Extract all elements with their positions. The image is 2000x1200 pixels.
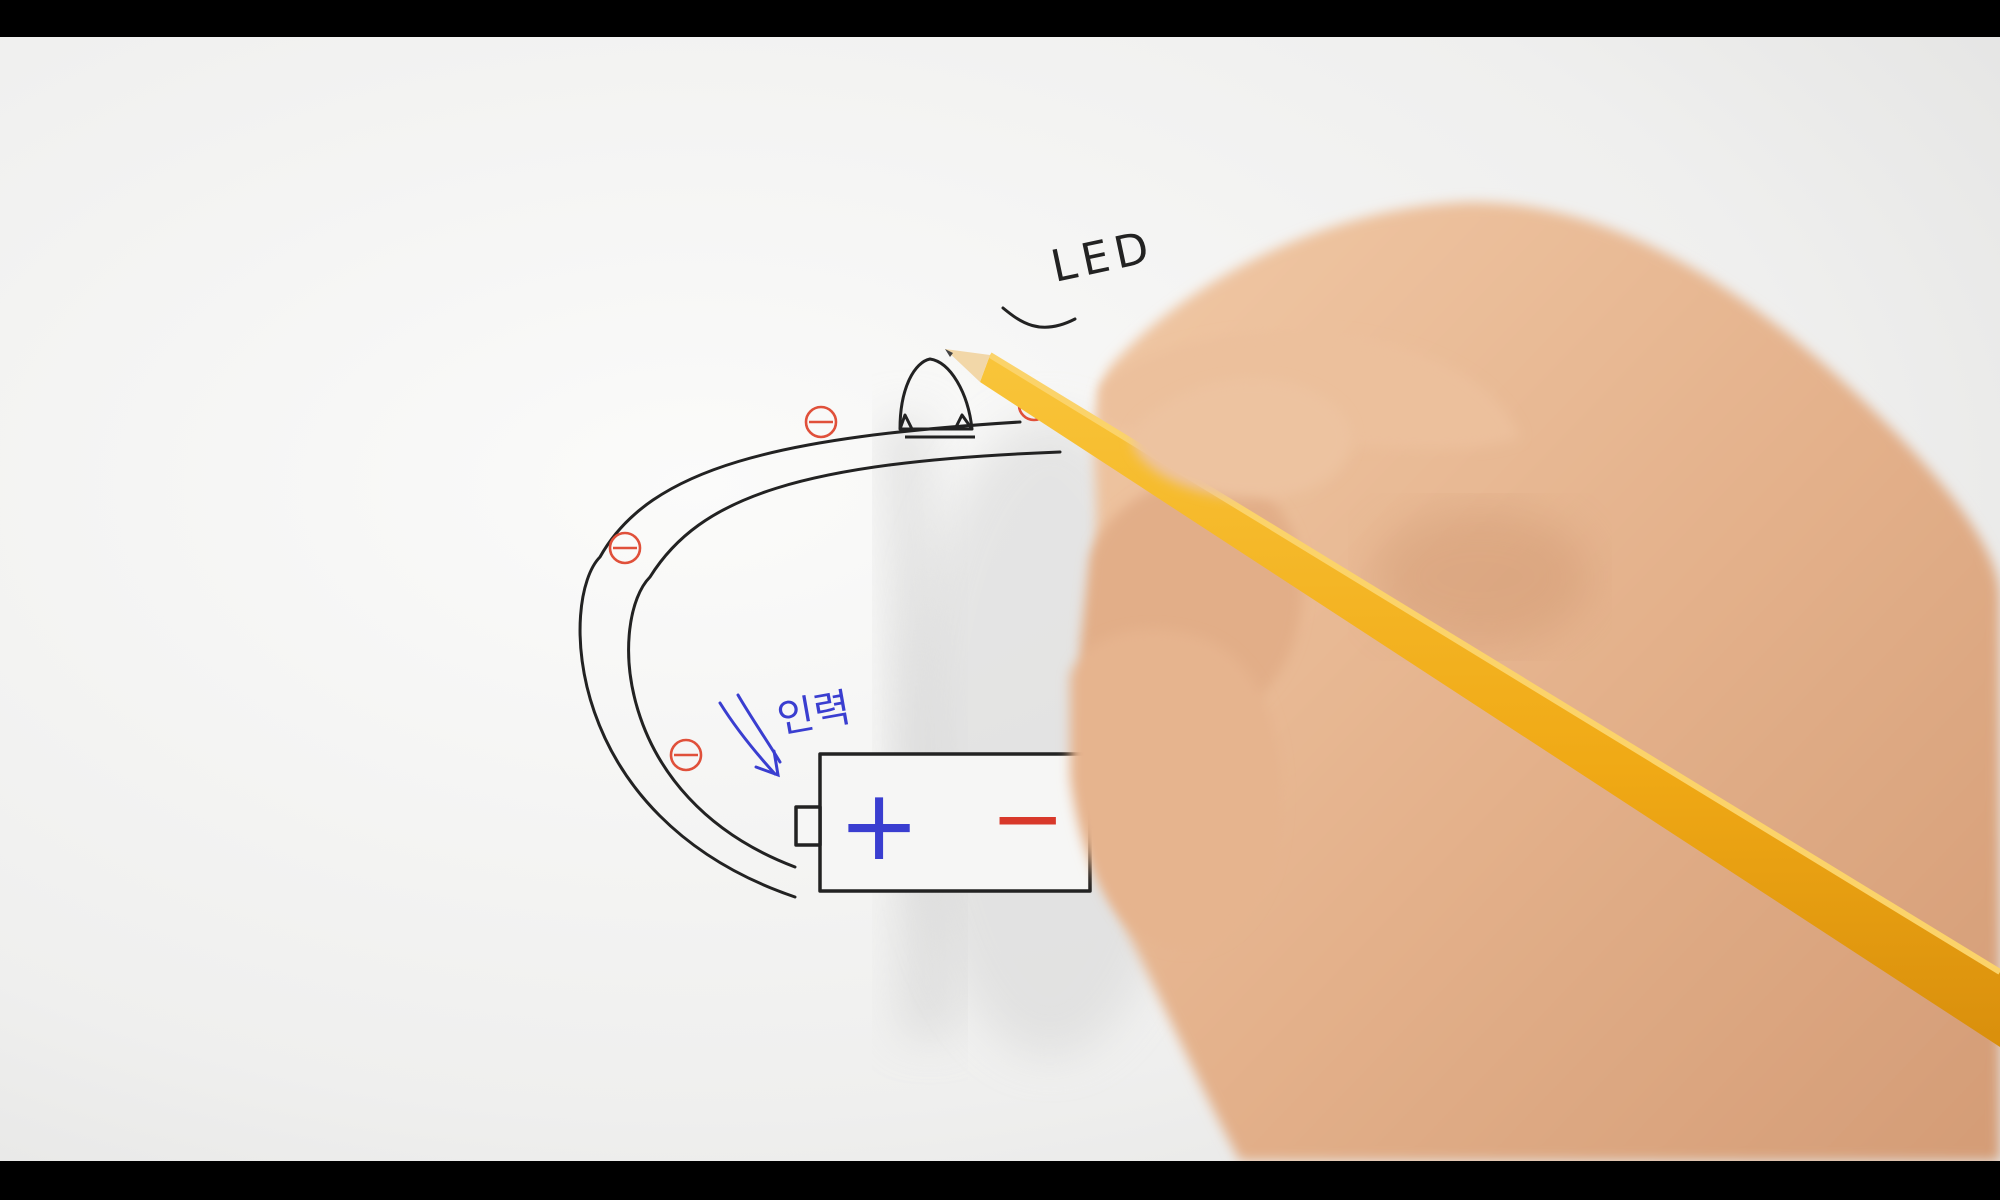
electron-icon xyxy=(669,738,703,772)
led-icon xyxy=(898,357,975,439)
led-pointer-line xyxy=(1001,306,1077,329)
electron-icon xyxy=(608,531,642,565)
letterbox-top xyxy=(0,0,2000,37)
minus-sign: − xyxy=(990,766,1065,871)
attraction-arrow-icon xyxy=(718,693,782,778)
wire xyxy=(578,420,1062,899)
electron-icon xyxy=(804,405,838,439)
letterbox-bottom xyxy=(0,1161,2000,1200)
whiteboard-drawing: LED + − xyxy=(0,37,2000,1161)
thumb xyxy=(1132,378,1352,498)
plus-sign: + xyxy=(838,769,920,883)
